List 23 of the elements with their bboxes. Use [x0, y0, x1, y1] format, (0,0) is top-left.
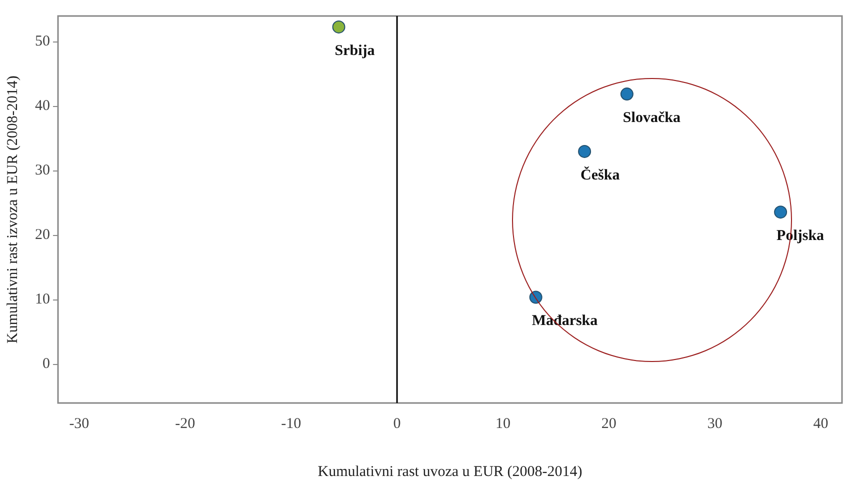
y-tick-label: 10	[35, 292, 50, 308]
point	[332, 20, 346, 34]
x-tick-label: -20	[175, 416, 196, 432]
series-label: Srbija	[334, 42, 376, 59]
y-tick-label: 20	[35, 227, 50, 244]
y-tick-label: 30	[35, 162, 50, 179]
x-tick-label: 10	[495, 416, 510, 432]
point	[774, 206, 788, 219]
x-tick-label: 40	[813, 416, 828, 432]
y-tick-label: 50	[35, 34, 50, 50]
x-tick-label: -30	[69, 416, 90, 432]
series-label: Slovačka	[622, 110, 681, 126]
x-tick-label: 0	[393, 416, 401, 432]
y-tick-label: 40	[35, 98, 50, 114]
y-axis-title: Kumulativni rast izvoza u EUR (2008-2014)	[4, 76, 21, 344]
point	[578, 144, 592, 158]
x-tick-label: -10	[281, 416, 302, 432]
y-tick-label: 0	[42, 356, 50, 372]
x-tick-label: 20	[601, 416, 616, 432]
series-label: Češka	[580, 165, 620, 184]
x-axis-title: Kumulativni rast uvoza u EUR (2008-2014)	[318, 464, 582, 480]
point	[620, 88, 634, 101]
x-tick-label: 30	[707, 416, 722, 432]
